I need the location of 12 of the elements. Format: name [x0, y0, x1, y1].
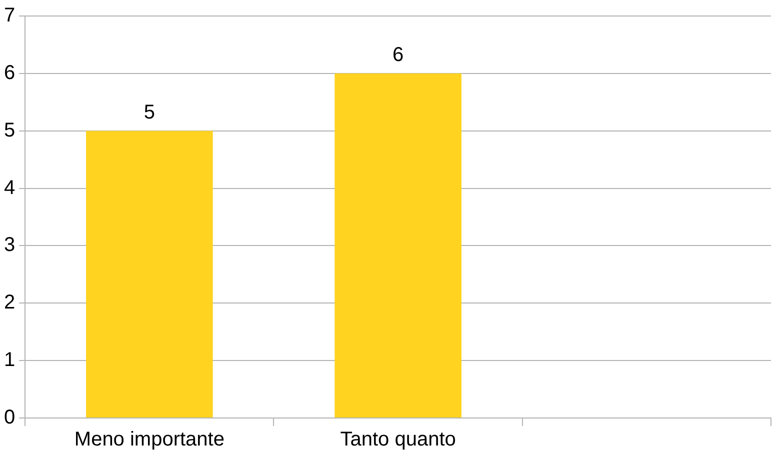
y-tick-label: 0 [4, 406, 16, 429]
data-label: 6 [392, 44, 404, 66]
y-tick-label: 3 [4, 234, 16, 256]
y-tick-label: 6 [4, 62, 16, 84]
y-tick-label: 2 [4, 292, 16, 314]
data-label: 5 [144, 101, 155, 124]
x-tick-label: Tanto quanto [340, 428, 456, 451]
y-tick-label: 5 [4, 119, 16, 142]
y-tick-label: 1 [4, 349, 16, 372]
x-tick-label: Meno importante [74, 428, 224, 451]
y-tick-label: 4 [4, 176, 16, 199]
y-tick-label: 7 [4, 4, 16, 27]
